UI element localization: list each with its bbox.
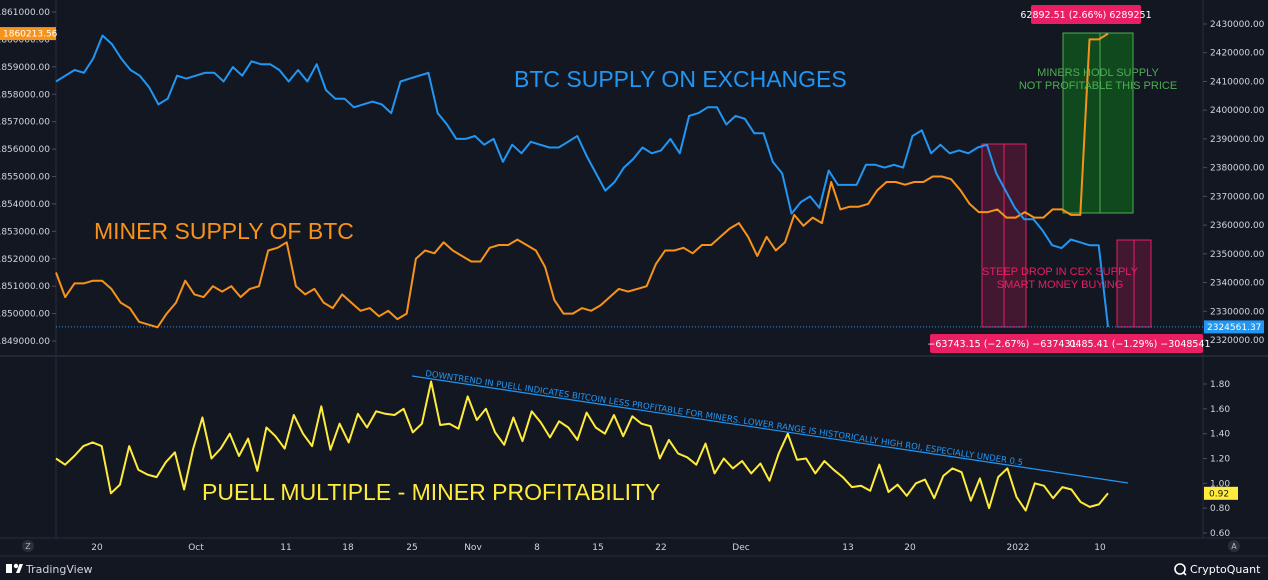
- left-axis-tick-label: 1860000.00: [0, 35, 50, 45]
- left-current-value-text: 1860213.56: [3, 30, 58, 40]
- time-axis-label: 13: [842, 543, 853, 553]
- right-axis-tick-label: 2360000.00: [1210, 221, 1265, 231]
- puell-annotation[interactable]: PUELL MULTIPLE - MINER PROFITABILITY: [202, 479, 660, 505]
- puell-axis-tick-label: 1.60: [1210, 405, 1230, 415]
- time-axis-label: 15: [592, 543, 603, 553]
- timezone-circle-icon[interactable]: [22, 540, 34, 552]
- puell-current-value-text: 0.92: [1209, 489, 1229, 499]
- puell-current-value-badge: 0.92: [1204, 486, 1238, 500]
- time-axis-label: 11: [280, 543, 291, 553]
- time-axis-label: 18: [342, 543, 354, 553]
- right-axis-tick-label: 2400000.00: [1210, 106, 1265, 116]
- left-axis-tick-label: 1858000.00: [0, 90, 50, 100]
- right-current-value-text: 2324561.37: [1207, 323, 1261, 333]
- cryptoquant-logo-icon[interactable]: [1174, 563, 1187, 576]
- measure-label-up-bg: [1031, 5, 1141, 24]
- left-axis-tick-label: 1853000.00: [0, 227, 50, 237]
- left-axis-tick-label: 1856000.00: [0, 145, 50, 155]
- miner-supply-line[interactable]: [55, 32, 1109, 329]
- footer: Z A TradingView CryptoQuant: [6, 540, 1261, 576]
- boxes-layer: [981, 32, 1152, 328]
- left-current-value-badge: 1860213.56: [0, 27, 58, 41]
- measure-label-up-text: 62892.51 (2.66%) 6289251: [1020, 10, 1151, 21]
- auto-scale-circle-icon[interactable]: [1228, 540, 1240, 552]
- puell-current-value-badge-bg: [1204, 486, 1238, 500]
- right-axis-tick-label: 2430000.00: [1210, 20, 1265, 30]
- right-price-axis-top[interactable]: 2320000.00 2330000.00 2340000.00 2350000.00…: [1203, 20, 1265, 346]
- puell-axis-tick-label: 1.80: [1210, 380, 1230, 390]
- cryptoquant-logo-ring: [1174, 563, 1186, 575]
- left-axis-tick-label: 1854000.00: [0, 200, 50, 210]
- right-axis-tick-label: 2350000.00: [1210, 250, 1265, 260]
- right-current-value-badge-bg: [1204, 320, 1264, 334]
- tradingview-brand[interactable]: TradingView: [25, 563, 92, 576]
- tradingview-logo-bar: [6, 564, 12, 573]
- time-axis-label: 20: [91, 543, 103, 553]
- left-axis-tick-label: 1859000.00: [0, 63, 50, 73]
- right-price-axis-bottom[interactable]: 0.60 0.80 1.00 1.20 1.40 1.60 1.80: [1203, 380, 1230, 539]
- puell-axis-tick-label: 1.40: [1210, 430, 1230, 440]
- measure-label-up[interactable]: 62892.51 (2.66%) 6289251: [1020, 5, 1152, 24]
- tradingview-logo-dot: [13, 563, 19, 569]
- right-axis-tick-label: 2340000.00: [1210, 279, 1265, 289]
- left-axis-tick-label: 1850000.00: [0, 310, 50, 320]
- right-axis-tick-label: 2420000.00: [1210, 49, 1265, 59]
- cryptoquant-logo-tail: [1182, 571, 1187, 576]
- time-axis-label: 20: [904, 543, 916, 553]
- time-axis-label: 8: [534, 543, 540, 553]
- miners-hodl-annotation-line1[interactable]: MINERS HODL SUPPLY: [1037, 67, 1159, 79]
- left-axis-tick-label: 1849000.00: [0, 337, 50, 347]
- auto-scale-marker: A: [1231, 542, 1237, 551]
- time-axis-label: 10: [1094, 543, 1106, 553]
- time-axis-label: Nov: [464, 543, 482, 553]
- left-axis-tick-label: 1861000.00: [0, 8, 50, 18]
- btc-supply-annotation[interactable]: BTC SUPPLY ON EXCHANGES: [514, 66, 847, 92]
- left-axis-tick-label: 1857000.00: [0, 118, 50, 128]
- series-layer: [55, 32, 1109, 512]
- puell-axis-tick-label: 1.00: [1210, 479, 1230, 489]
- right-current-value-badge: 2324561.37: [1204, 320, 1264, 334]
- right-axis-tick-label: 2320000.00: [1210, 336, 1265, 346]
- time-axis-label: 25: [406, 543, 417, 553]
- steep-drop-annotation-line2[interactable]: SMART MONEY BUYING: [997, 279, 1124, 291]
- tradingview-logo-icon[interactable]: [6, 563, 23, 573]
- cryptoquant-brand[interactable]: CryptoQuant: [1190, 563, 1261, 576]
- right-axis-tick-label: 2390000.00: [1210, 135, 1265, 145]
- left-current-value-badge-bg: [0, 27, 56, 41]
- puell-axis-tick-label: 0.60: [1210, 529, 1230, 539]
- measure-label-down-1-text: −63743.15 (−2.67%) −6374315: [927, 339, 1082, 350]
- right-axis-tick-label: 2410000.00: [1210, 77, 1265, 87]
- measure-label-down-1-bg: [930, 334, 1080, 353]
- time-axis-label: Oct: [188, 543, 204, 553]
- puell-axis-tick-label: 0.80: [1210, 504, 1230, 514]
- left-axis-tick-label: 1852000.00: [0, 255, 50, 265]
- btc-supply-exchanges-line[interactable]: [55, 34, 1109, 328]
- time-axis-label: 2022: [1007, 543, 1030, 553]
- steep-drop-annotation-line1[interactable]: STEEP DROP IN CEX SUPPLY: [982, 266, 1139, 278]
- left-axis-tick-label: 1851000.00: [0, 282, 50, 292]
- miners-hodl-annotation-line2[interactable]: NOT PROFITABLE THIS PRICE: [1019, 80, 1177, 92]
- timezone-marker: Z: [25, 542, 31, 551]
- measure-label-down-2-text: 0485.41 (−1.29%) −3048541: [1069, 339, 1210, 350]
- right-axis-tick-label: 2330000.00: [1210, 307, 1265, 317]
- left-axis-tick-label: 1855000.00: [0, 173, 50, 183]
- tradingview-logo-slash: [16, 564, 23, 573]
- right-axis-tick-label: 2370000.00: [1210, 192, 1265, 202]
- right-axis-tick-label: 2380000.00: [1210, 164, 1265, 174]
- left-price-axis[interactable]: 1849000.00 1850000.00 1851000.00 1852000.00…: [0, 8, 56, 347]
- time-axis[interactable]: 20 Oct 11 18 25 Nov 8 15 22 Dec 13 20 2022 10: [91, 543, 1106, 553]
- measure-label-down-2-bg: [1078, 334, 1203, 353]
- time-axis-label: 22: [655, 543, 666, 553]
- miners-hodl-box[interactable]: [1062, 32, 1134, 214]
- miner-supply-annotation[interactable]: MINER SUPPLY OF BTC: [94, 218, 354, 244]
- puell-downtrend-line[interactable]: [411, 375, 1129, 484]
- time-axis-label: Dec: [732, 543, 749, 553]
- puell-multiple-line[interactable]: [55, 380, 1109, 512]
- measure-label-down-1[interactable]: −63743.15 (−2.67%) −6374315: [927, 334, 1083, 353]
- puell-axis-tick-label: 1.20: [1210, 455, 1230, 465]
- measure-label-down-2[interactable]: 0485.41 (−1.29%) −3048541: [1069, 334, 1211, 353]
